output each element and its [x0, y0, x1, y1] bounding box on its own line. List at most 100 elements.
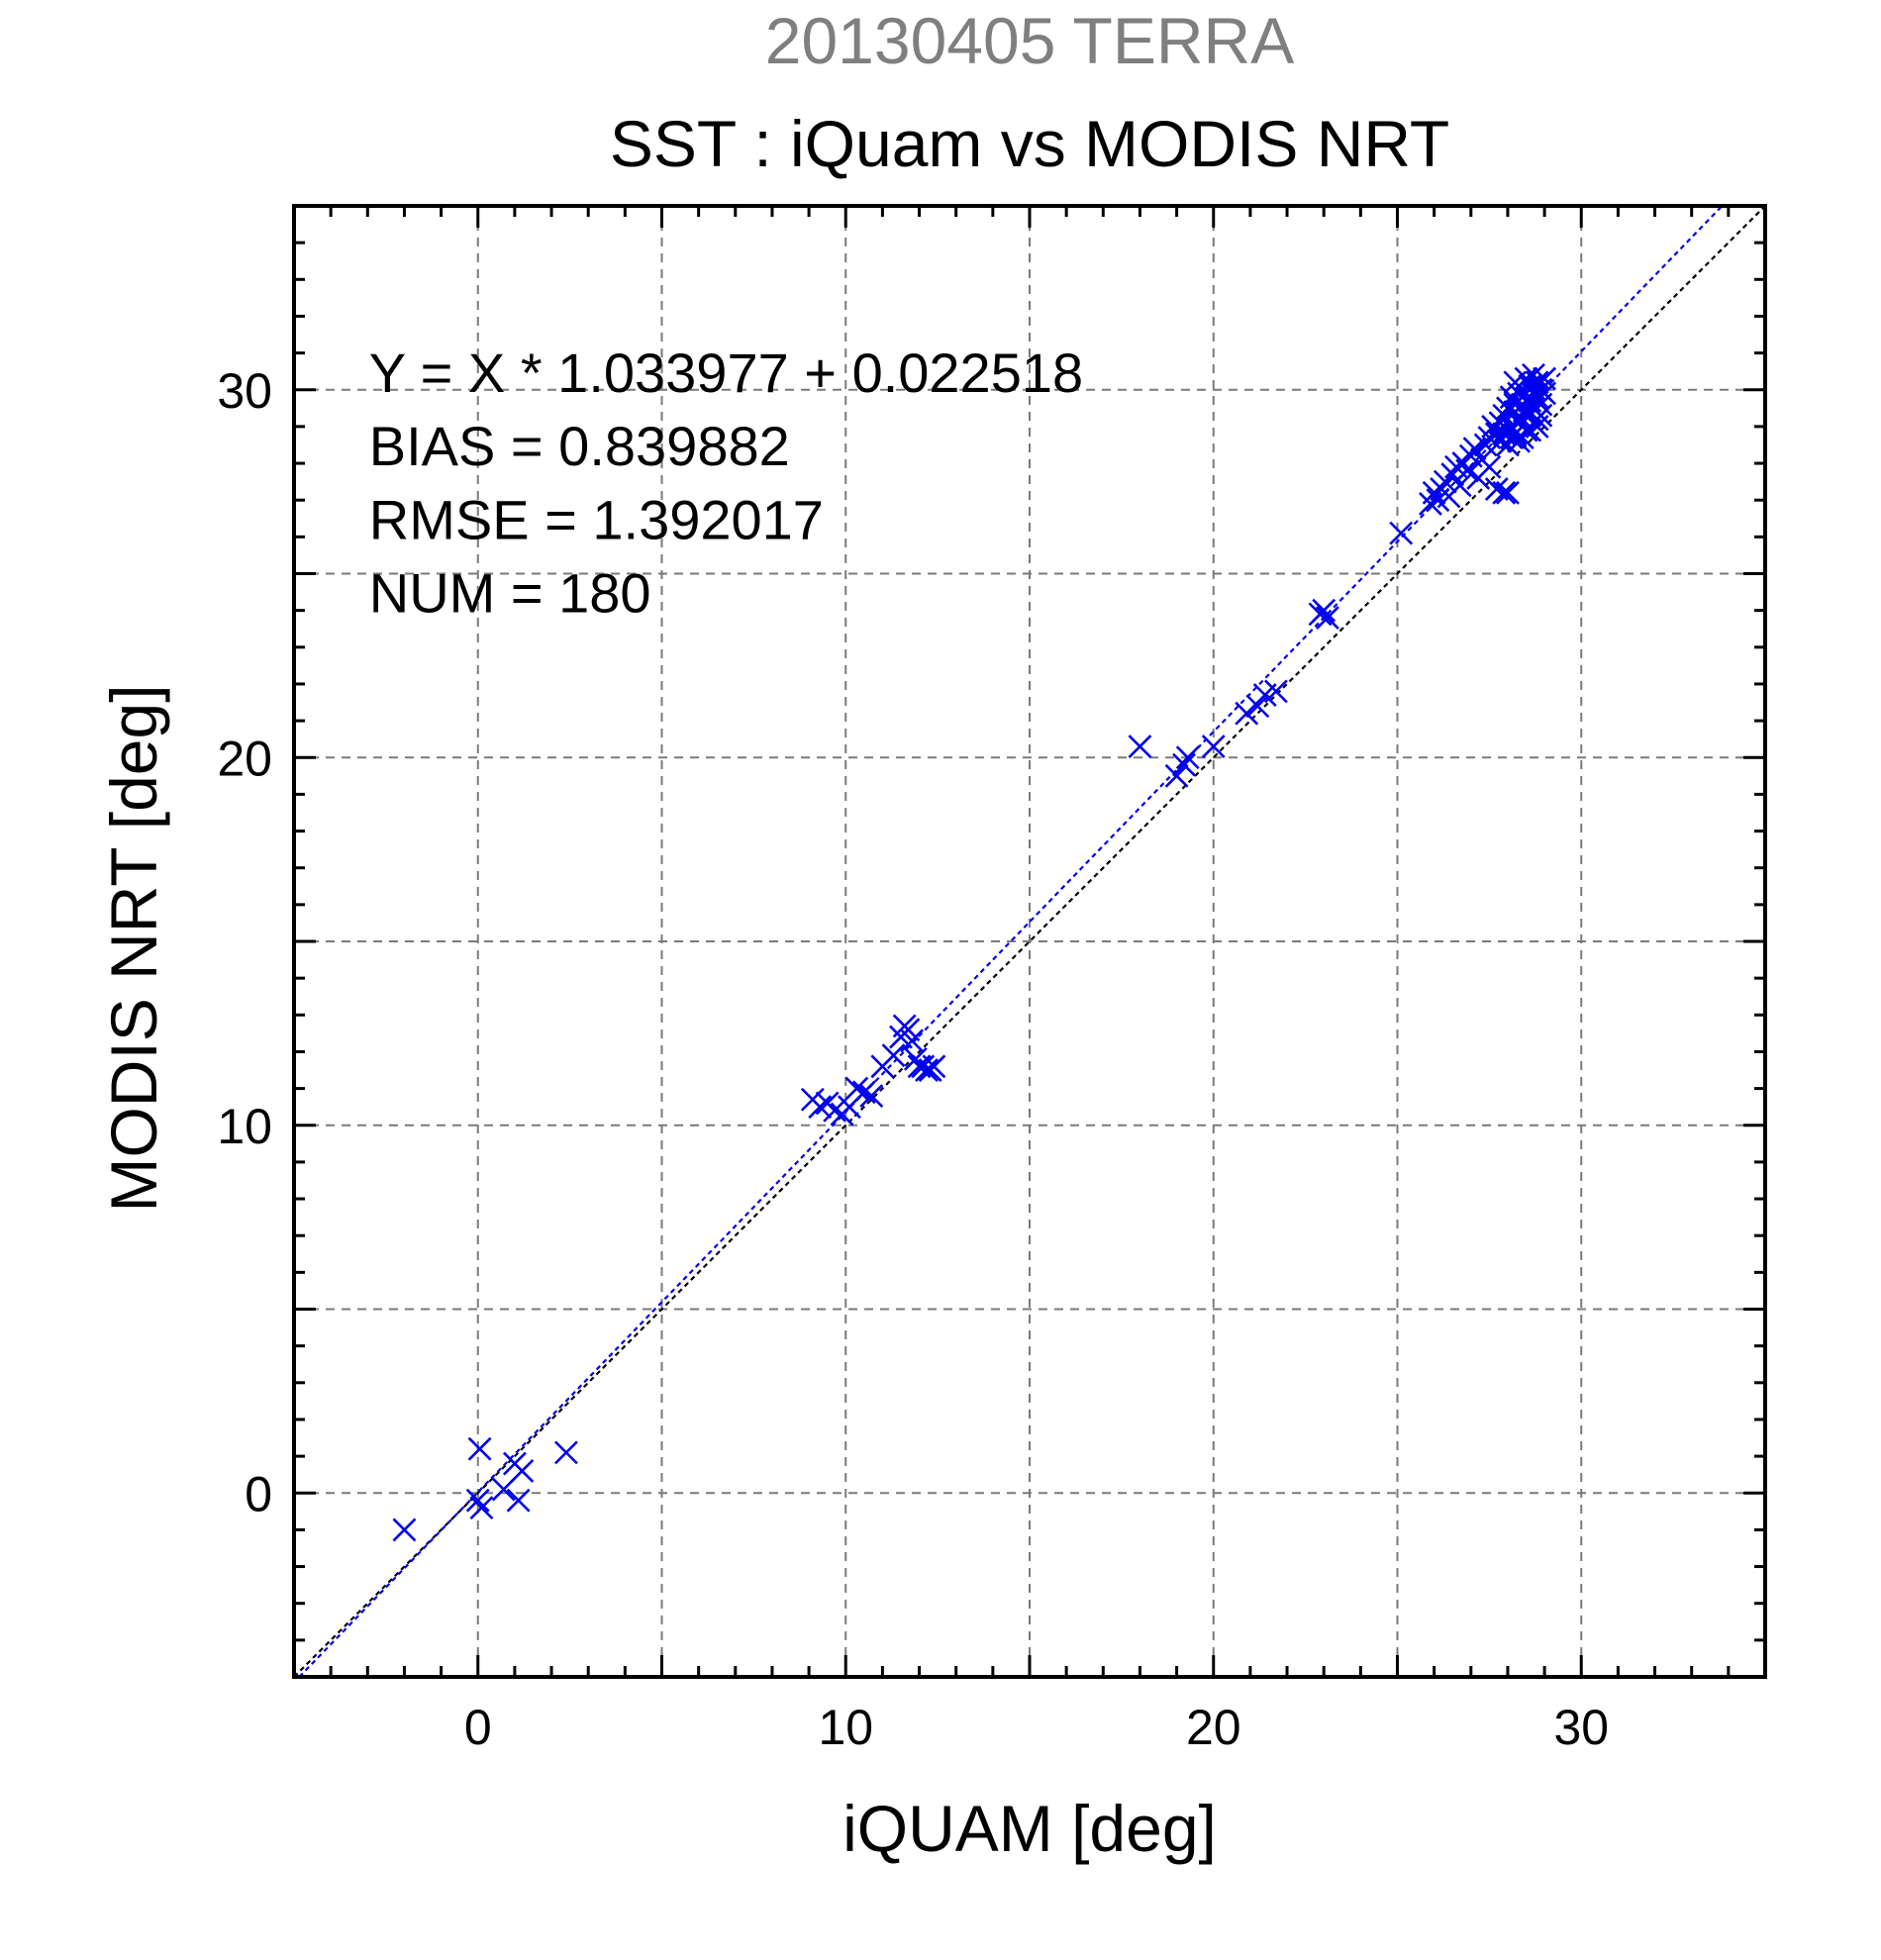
data-point [467, 1436, 492, 1461]
chart-suptitle: 20130405 TERRA [765, 4, 1294, 77]
x-tick-label: 0 [464, 1700, 492, 1755]
data-point-stroke [1128, 735, 1152, 759]
regression-fit-line [298, 205, 1724, 1678]
y-axis-label: MODIS NRT [deg] [97, 684, 170, 1212]
data-point-stroke [1263, 679, 1288, 704]
x-tick-label: 10 [818, 1700, 873, 1755]
data-point-stroke [915, 1058, 939, 1082]
plot-frame [292, 204, 1767, 1679]
data-point [1175, 745, 1200, 770]
data-point-stroke [1164, 763, 1189, 788]
data-point-stroke [1235, 701, 1259, 726]
data-point-stroke [1312, 598, 1336, 623]
data-point-stroke [465, 1488, 490, 1513]
data-point-stroke [1175, 745, 1200, 770]
data-point [392, 1518, 417, 1542]
data-point-stroke [1514, 388, 1538, 413]
data-point-stroke [392, 1518, 417, 1542]
data-point-stroke [896, 1018, 921, 1042]
data-point [915, 1058, 939, 1082]
data-point-stroke [1447, 473, 1472, 498]
y-tick-label: 10 [217, 1099, 272, 1154]
data-point-stroke [467, 1436, 492, 1461]
data-point [1164, 763, 1189, 788]
data-points [392, 362, 1557, 1542]
data-point [859, 1084, 884, 1108]
stat-fit-equation: Y = X * 1.033977 + 0.022518 [369, 342, 1083, 404]
data-point [1496, 480, 1520, 505]
data-point [510, 1459, 535, 1483]
data-point-stroke [1389, 521, 1414, 545]
data-point [1172, 752, 1196, 777]
data-point-stroke [1522, 411, 1545, 436]
data-point-stroke [1245, 694, 1270, 719]
data-point [1312, 598, 1336, 623]
stat-bias: BIAS = 0.839882 [369, 415, 790, 477]
data-point-stroke [491, 1477, 516, 1502]
data-point [1522, 411, 1545, 436]
reference-lines [293, 205, 1766, 1678]
data-point [553, 1440, 578, 1465]
y-tick-label: 20 [217, 731, 272, 786]
data-point [1514, 388, 1538, 413]
data-point-stroke [1315, 606, 1339, 630]
data-point [1235, 701, 1259, 726]
data-point-stroke [1492, 480, 1517, 505]
data-point-stroke [1496, 480, 1520, 505]
data-point [465, 1488, 490, 1513]
data-point [922, 1054, 946, 1079]
data-point [1510, 426, 1534, 449]
data-point-stroke [1514, 366, 1538, 391]
data-point [506, 1488, 531, 1513]
data-point-stroke [1533, 366, 1557, 391]
x-tick-label: 20 [1186, 1700, 1241, 1755]
data-point [823, 1098, 847, 1123]
data-point-stroke [1201, 735, 1226, 759]
data-point [900, 1029, 925, 1053]
data-point [491, 1477, 516, 1502]
data-point-stroke [1510, 426, 1534, 449]
y-tick-label: 30 [217, 363, 272, 419]
data-point-stroke [1522, 362, 1545, 387]
x-tick-label: 30 [1553, 1700, 1609, 1755]
y-tick-label: 0 [245, 1466, 272, 1521]
data-point [1492, 480, 1517, 505]
data-point-stroke [469, 1496, 494, 1520]
data-point-stroke [922, 1054, 946, 1079]
data-point-stroke [1496, 433, 1520, 457]
stat-num: NUM = 180 [369, 562, 651, 625]
data-point-stroke [1455, 458, 1480, 483]
data-point [1492, 422, 1517, 446]
data-point [1263, 679, 1288, 704]
data-point [1477, 454, 1502, 479]
data-point [1455, 458, 1480, 483]
data-point [1533, 366, 1557, 391]
chart-title: SST : iQuam vs MODIS NRT [610, 107, 1449, 180]
data-point-stroke [1172, 752, 1196, 777]
data-point [851, 1080, 876, 1105]
data-point-stroke [1458, 443, 1483, 468]
data-point-stroke [1484, 477, 1509, 501]
data-point [469, 1496, 494, 1520]
data-point-stroke [1499, 385, 1524, 410]
data-point-stroke [844, 1076, 869, 1101]
data-point [1525, 370, 1549, 395]
data-point-stroke [510, 1459, 535, 1483]
data-point [844, 1076, 869, 1101]
x-axis-label: iQUAM [deg] [842, 1792, 1217, 1865]
data-point [1315, 606, 1339, 630]
data-point-stroke [506, 1488, 531, 1513]
data-point [1389, 521, 1414, 545]
data-point [808, 1095, 833, 1120]
data-point [1245, 694, 1270, 719]
data-point-stroke [1477, 454, 1502, 479]
data-point-stroke [900, 1029, 925, 1053]
data-point-stroke [1525, 370, 1549, 395]
data-point-stroke [881, 1043, 906, 1068]
data-point-stroke [553, 1440, 578, 1465]
data-point [881, 1043, 906, 1068]
data-point-stroke [851, 1080, 876, 1105]
stat-rmse: RMSE = 1.392017 [369, 488, 824, 550]
data-point [1447, 473, 1472, 498]
